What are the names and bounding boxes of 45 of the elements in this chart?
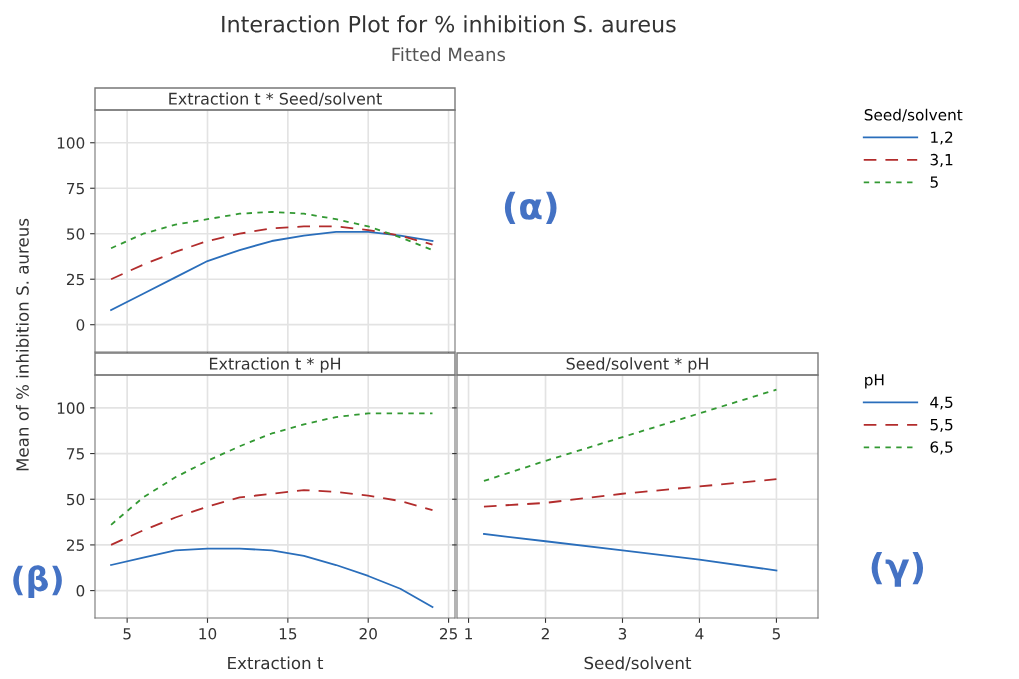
x-tick-label: 2 <box>541 627 549 640</box>
legend-label: 6,5 <box>930 441 953 455</box>
x-tick-label: 1 <box>465 628 472 640</box>
line-series <box>110 547 434 608</box>
y-tick-label: 25 <box>66 539 84 551</box>
y-axis-title: Mean of % inhibition S. aureus <box>15 218 29 471</box>
y-tick-label: 25 <box>66 273 84 286</box>
x-axis-title: Extraction t <box>228 656 324 670</box>
y-tick-label: 0 <box>76 319 85 331</box>
line-series <box>110 225 434 281</box>
line-series <box>110 489 434 546</box>
x-tick-label: 25 <box>439 627 457 640</box>
line-series <box>110 231 434 312</box>
text: (β) <box>13 565 62 598</box>
legend-label: 3,1 <box>930 153 953 167</box>
legend-label: 4,5 <box>930 396 953 410</box>
text: Fitted Means <box>392 47 506 62</box>
legend-label: 5,5 <box>930 419 953 432</box>
y-tick-label: 50 <box>67 493 85 506</box>
y-tick-label: 75 <box>67 448 84 460</box>
legend-label: 5 <box>930 176 938 188</box>
text: Interaction Plot for % inhibition S. aureus <box>222 15 676 33</box>
x-tick-label: 3 <box>618 627 627 640</box>
y-tick-label: 75 <box>67 182 84 195</box>
chart-title: Seed/solvent * pH <box>566 357 708 373</box>
x-tick-label: 5 <box>772 628 780 640</box>
y-tick-label: 100 <box>57 402 85 414</box>
y-tick-label: 0 <box>76 585 85 597</box>
x-tick-label: 5 <box>123 628 131 640</box>
legend-title: pH <box>865 374 884 389</box>
legend-title: Seed/solvent <box>864 108 963 122</box>
x-axis-title: Seed/solvent <box>584 656 692 671</box>
legend-label: 1,2 <box>931 131 953 145</box>
chart-title: Extraction t * pH <box>209 357 341 373</box>
text: (α) <box>504 191 557 224</box>
y-tick-label: 50 <box>67 228 85 240</box>
x-tick-label: 15 <box>279 628 297 640</box>
x-tick-label: 4 <box>695 628 704 640</box>
line-series <box>110 210 434 252</box>
y-tick-label: 100 <box>57 137 85 149</box>
chart-title: Extraction t * Seed/solvent <box>169 92 382 106</box>
text: (γ) <box>871 551 924 587</box>
x-tick-label: 20 <box>359 627 377 640</box>
line-series <box>110 412 434 526</box>
x-tick-label: 10 <box>199 627 217 640</box>
